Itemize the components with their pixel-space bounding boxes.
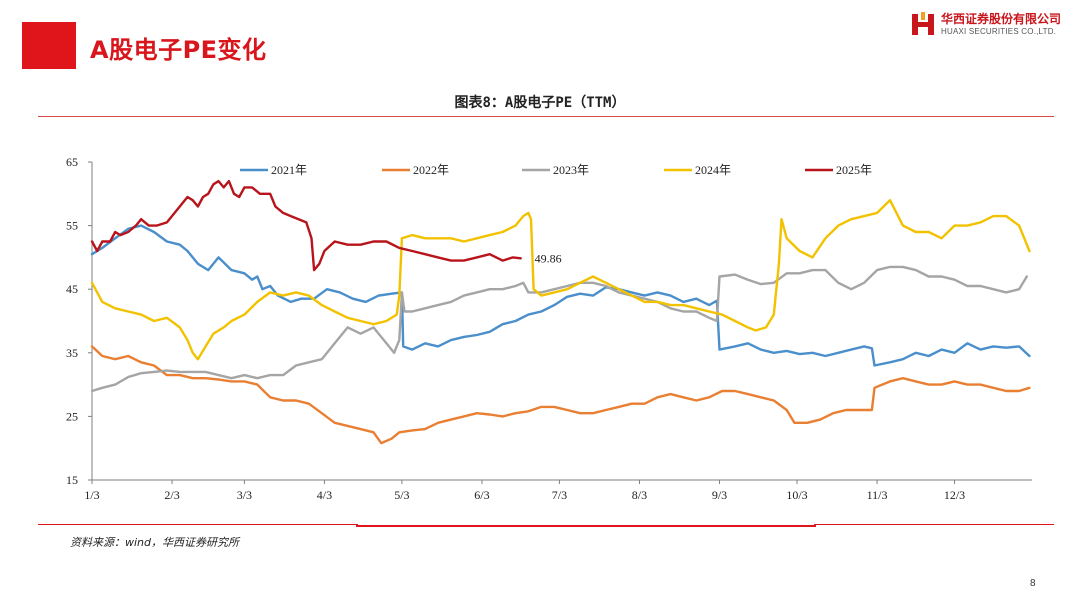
legend-label: 2021年: [271, 163, 307, 177]
page-number: 8: [1030, 578, 1036, 589]
title-accent-block: [22, 22, 76, 69]
legend-label: 2024年: [695, 163, 731, 177]
x-tick-label: 5/3: [394, 488, 409, 502]
x-tick-label: 4/3: [317, 488, 332, 502]
series-line-3: [90, 265, 1028, 393]
chart-title: 图表8：A股电子PE（TTM）: [454, 95, 626, 111]
series-line-2: [90, 345, 1031, 445]
chart-series: [90, 179, 1031, 445]
x-tick-label: 11/3: [867, 488, 888, 502]
y-tick-label: 35: [66, 346, 78, 360]
legend-label: 2025年: [836, 163, 872, 177]
divider-bottom-right: [814, 524, 1054, 525]
x-tick-label: 2/3: [164, 488, 179, 502]
x-tick-label: 8/3: [632, 488, 647, 502]
x-tick-label: 7/3: [552, 488, 567, 502]
y-tick-label: 65: [66, 155, 78, 169]
x-tick-label: 3/3: [237, 488, 252, 502]
y-tick-label: 25: [66, 409, 78, 423]
slide-title: A股电子PE变化: [90, 36, 267, 64]
x-tick-label: 6/3: [474, 488, 489, 502]
company-logo: 华西证券股份有限公司 HUAXI SECURITIES CO.,LTD.: [910, 9, 1070, 41]
legend-label: 2022年: [413, 163, 449, 177]
logo-chinese-text: 华西证券股份有限公司: [941, 12, 1062, 26]
y-tick-label: 45: [66, 282, 78, 296]
y-tick-label: 15: [66, 473, 78, 487]
x-tick-label: 12/3: [944, 488, 965, 502]
y-tick-label: 55: [66, 219, 78, 233]
legend-label: 2023年: [553, 163, 589, 177]
source-note: 资料来源：wind，华西证券研究所: [70, 536, 240, 549]
data-label: 49.86: [535, 251, 562, 265]
x-tick-label: 9/3: [712, 488, 727, 502]
chart-axes: 15 25 35 45 55 65 1/3 2/3 3/3 4/3 5/3 6/3 7/3 8/3 9/3 1…: [66, 155, 1032, 502]
series-line-1: [90, 224, 1031, 367]
series-line-5: [90, 179, 522, 272]
divider-bottom-left: [38, 524, 358, 525]
divider-bottom-mid: [356, 525, 816, 527]
x-tick-label: 10/3: [786, 488, 807, 502]
divider-top: [38, 116, 1054, 117]
huaxi-logo-icon: [912, 12, 934, 35]
series-line-4: [90, 199, 1031, 361]
chart-legend: 2021年 2022年 2023年 2024年 2025年: [240, 163, 872, 177]
chart-annotations: 49.86: [535, 251, 562, 265]
logo-english-text: HUAXI SECURITIES CO.,LTD.: [941, 27, 1057, 36]
x-tick-label: 1/3: [84, 488, 99, 502]
